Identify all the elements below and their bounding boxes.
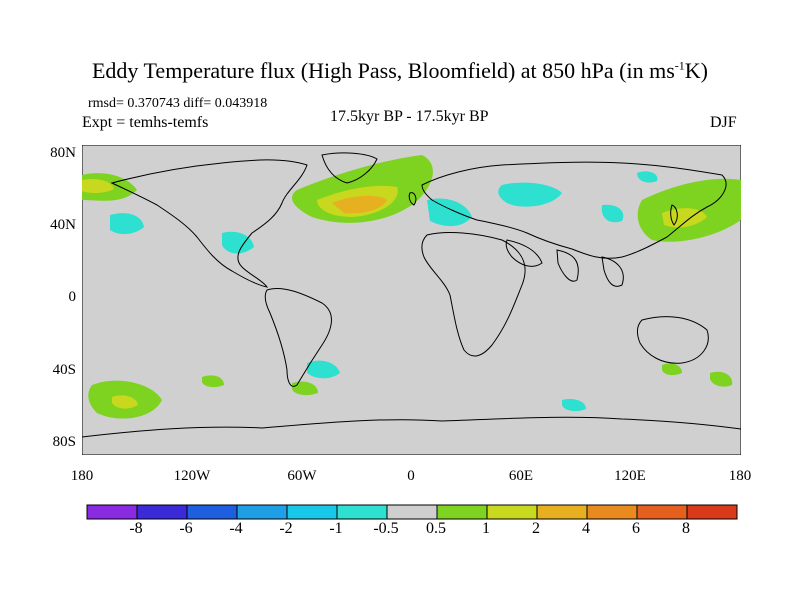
colorbar-swatch: [386, 504, 438, 520]
colorbar-swatch: [236, 504, 288, 520]
pacific-south-positive: [202, 375, 224, 388]
colorbar-swatch: [536, 504, 588, 520]
japan-coast: [670, 204, 678, 226]
south-pacific-core: [112, 395, 138, 409]
lon-label-120e: 120E: [614, 468, 646, 484]
south-atlantic-positive: [292, 381, 318, 396]
colorbar-label: 6: [632, 520, 640, 537]
colorbar: [86, 504, 738, 520]
pacific-negative: [110, 213, 144, 235]
colorbar-swatch: [286, 504, 338, 520]
colorbar-swatch: [586, 504, 638, 520]
lon-label-180w: 180: [70, 468, 94, 484]
europe-negative: [427, 198, 472, 227]
season-label: DJF: [710, 114, 737, 131]
india-coast: [556, 249, 579, 282]
southeast-asia-coast: [601, 256, 624, 287]
experiment-label: Expt = temhs-temfs: [82, 114, 209, 131]
coastlines: [82, 152, 741, 438]
colorbar-label: -1: [329, 520, 343, 537]
arctic-negative: [637, 171, 658, 183]
north-atlantic-max: [332, 195, 387, 214]
colorbar-label: 2: [532, 520, 540, 537]
colorbar-swatch: [486, 504, 538, 520]
colorbar-label: -8: [129, 520, 143, 537]
eurasia-coast: [421, 161, 727, 259]
australia-positive: [662, 363, 682, 376]
colorbar-swatch: [686, 504, 738, 520]
colorbar-label: 4: [582, 520, 590, 537]
colorbar-label: -4: [229, 520, 243, 537]
colorbar-label: 0.5: [426, 520, 446, 537]
antarctica-coast: [82, 416, 741, 438]
colorbar-swatch: [436, 504, 488, 520]
lon-label-120w: 120W: [173, 468, 211, 484]
arabia-coast: [505, 239, 543, 267]
east-asia-negative: [601, 204, 624, 223]
colorbar-swatch: [136, 504, 188, 520]
lat-label-80n: 80N: [50, 145, 76, 161]
stats-label: rmsd= 0.370743 diff= 0.043918: [88, 96, 268, 111]
colorbar-swatch: [336, 504, 388, 520]
lon-label-60w: 60W: [287, 468, 317, 484]
uk-coast: [408, 192, 417, 206]
lat-label-40n: 40N: [50, 217, 76, 233]
colorbar-label: -0.5: [373, 520, 399, 537]
australia-coast: [637, 316, 709, 364]
colorbar-label: 8: [682, 520, 690, 537]
north-pacific-east-core: [662, 208, 707, 228]
south-america-negative: [307, 360, 340, 379]
south-america-coast: [264, 288, 332, 387]
lon-label-180e: 180: [728, 468, 752, 484]
lat-label-0: 0: [68, 289, 77, 305]
anomaly-shading: [82, 155, 741, 419]
colorbar-swatch: [636, 504, 688, 520]
world-map: [82, 145, 741, 455]
figure-title: Eddy Temperature flux (High Pass, Bloomf…: [0, 58, 800, 84]
title-end: K): [684, 58, 708, 83]
colorbar-label: 1: [482, 520, 490, 537]
north-america-negative: [222, 231, 254, 254]
title-text: Eddy Temperature flux (High Pass, Bloomf…: [91, 58, 675, 83]
colorbar-label: -2: [279, 520, 293, 537]
title-superscript: -1: [674, 58, 685, 73]
colorbar-label: -6: [179, 520, 193, 537]
greenland-coast: [321, 152, 378, 184]
colorbar-swatch: [86, 504, 138, 520]
south-indian-negative: [562, 399, 586, 412]
north-america-coast: [110, 159, 308, 288]
africa-coast: [421, 232, 526, 357]
period-label: 17.5kyr BP - 17.5kyr BP: [330, 108, 489, 125]
lat-label-40s: 40S: [52, 362, 76, 378]
north-pacific-west-core: [82, 179, 114, 193]
lon-label-0: 0: [407, 468, 415, 484]
lon-label-60e: 60E: [508, 468, 534, 484]
lat-label-80s: 80S: [52, 434, 76, 450]
siberia-negative: [498, 182, 562, 207]
tasman-positive: [710, 371, 733, 387]
colorbar-swatch: [186, 504, 238, 520]
